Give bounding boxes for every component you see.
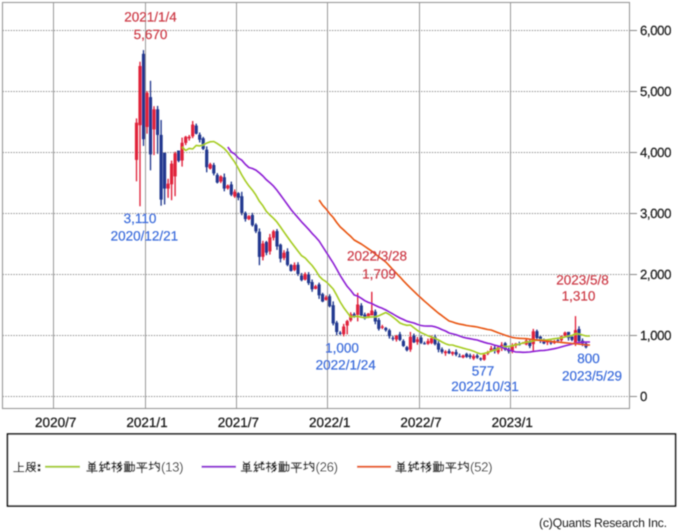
svg-text:(52): (52)	[470, 460, 492, 475]
svg-text:2,000: 2,000	[640, 267, 671, 282]
svg-text:1,310: 1,310	[562, 289, 596, 304]
svg-text:2022/3/28: 2022/3/28	[347, 249, 407, 264]
svg-text:3,000: 3,000	[640, 206, 671, 221]
svg-text:2023/5/29: 2023/5/29	[562, 368, 622, 383]
svg-text:(26): (26)	[316, 460, 338, 475]
svg-text:2022/7: 2022/7	[400, 415, 441, 430]
svg-text:2022/1/24: 2022/1/24	[316, 357, 377, 372]
svg-text:(c)Quants Research Inc.: (c)Quants Research Inc.	[539, 516, 667, 530]
svg-text:3,110: 3,110	[124, 211, 157, 226]
svg-text:5,000: 5,000	[640, 84, 671, 99]
svg-text:2023/5/8: 2023/5/8	[556, 273, 609, 288]
svg-text:2021/7: 2021/7	[218, 415, 259, 430]
svg-text:577: 577	[472, 364, 495, 379]
svg-text:(13): (13)	[161, 460, 183, 475]
svg-text:2022/1: 2022/1	[309, 415, 350, 430]
svg-text:2021/1/4: 2021/1/4	[124, 10, 177, 25]
svg-text:2022/10/31: 2022/10/31	[451, 379, 519, 394]
svg-text:1,000: 1,000	[640, 328, 671, 343]
svg-text:2021/1: 2021/1	[126, 415, 167, 430]
svg-text:1,709: 1,709	[362, 267, 396, 282]
svg-text:2020/12/21: 2020/12/21	[111, 229, 179, 244]
svg-text:800: 800	[577, 351, 600, 366]
svg-text:4,000: 4,000	[640, 145, 671, 160]
svg-text:6,000: 6,000	[640, 23, 671, 38]
svg-text:5,670: 5,670	[134, 27, 168, 42]
svg-text:2020/7: 2020/7	[35, 415, 76, 430]
svg-text:2023/1: 2023/1	[492, 415, 533, 430]
svg-text:1,000: 1,000	[325, 340, 359, 355]
svg-text:0: 0	[640, 389, 647, 404]
